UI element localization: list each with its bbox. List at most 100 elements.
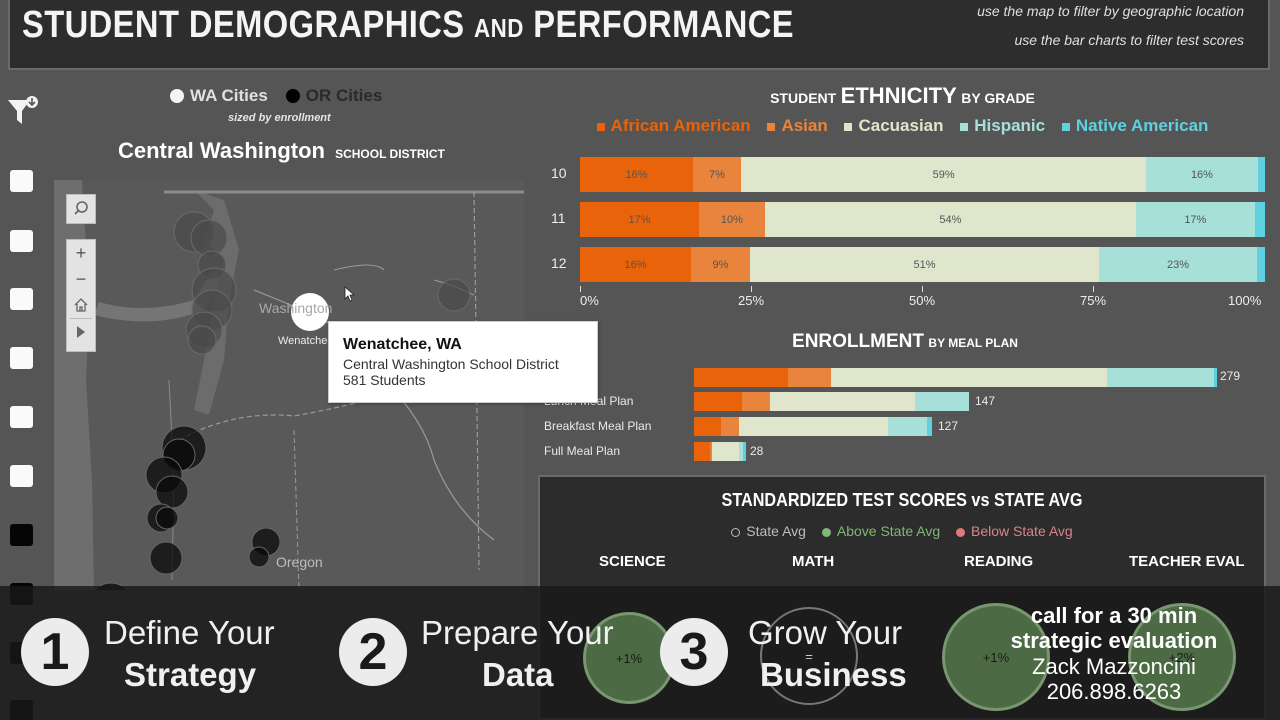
hint-map: use the map to filter by geographic loca… <box>977 3 1244 19</box>
axis-label: 75% <box>1080 293 1107 308</box>
seg-caucasian[interactable]: 59% <box>740 157 1147 192</box>
home-icon[interactable] <box>67 292 95 318</box>
legend-native-american[interactable]: Native American <box>1061 116 1208 135</box>
play-icon[interactable] <box>67 319 95 345</box>
seg-hispanic[interactable]: 23% <box>1099 247 1257 282</box>
axis-tick <box>580 286 581 292</box>
reading-score-bubble[interactable]: +1% <box>942 603 1050 711</box>
enrollment-chart-title: ENROLLMENT BY MEAL PLAN <box>690 331 1120 353</box>
seg-african-american[interactable]: 16% <box>580 157 694 192</box>
seg-asian[interactable]: 7% <box>693 157 741 192</box>
step-2-line1: Prepare Your <box>421 614 614 651</box>
district-suffix: SCHOOL DISTRICT <box>335 147 445 161</box>
title-part1: STUDENT DEMOGRAPHICS <box>22 4 465 46</box>
slicer-square-1[interactable] <box>10 170 33 192</box>
slicer-square-3[interactable] <box>10 288 33 310</box>
hint-bar: use the bar charts to filter test scores <box>1014 32 1244 48</box>
enrollment-value: 28 <box>750 444 764 458</box>
axis-label: 50% <box>909 293 936 308</box>
or-legend-label[interactable]: OR Cities <box>305 86 383 105</box>
above-avg-icon <box>821 527 831 537</box>
or-dot-icon <box>285 89 300 103</box>
enrollment-bar-full[interactable] <box>694 442 746 461</box>
title-part2: AND <box>474 13 524 43</box>
axis-label: 25% <box>738 293 765 308</box>
grade-label: 11 <box>551 210 566 226</box>
legend-below-avg: Below State Avg <box>971 523 1073 539</box>
slicer-square-6[interactable] <box>10 465 33 487</box>
cta-line1: call for a 30 min <box>1030 603 1198 628</box>
seg-hispanic[interactable]: 16% <box>1146 157 1258 192</box>
step-2-number: 2 <box>339 618 407 686</box>
filter-funnel-icon[interactable] <box>6 94 40 128</box>
axis-tick <box>1093 286 1094 292</box>
seg-caucasian[interactable]: 54% <box>764 202 1136 237</box>
wa-legend-label[interactable]: WA Cities <box>190 86 268 105</box>
enrollment-bar-breakfast[interactable] <box>694 417 932 436</box>
cta-phone[interactable]: 206.898.6263 <box>1046 678 1182 704</box>
ethnicity-bar-grade-12[interactable]: 16% 9% 51% 23% <box>580 247 1265 282</box>
legend-state-avg: State Avg <box>746 523 806 539</box>
enrollment-value: 279 <box>1220 369 1241 383</box>
seg-native-american[interactable] <box>1257 157 1265 192</box>
map-legend: WA Cities OR Cities <box>170 86 382 106</box>
ethnicity-legend: African American Asian Cacuasian Hispani… <box>540 116 1265 136</box>
seg-african-american[interactable]: 17% <box>580 202 699 237</box>
scores-legend: State Avg Above State Avg Below State Av… <box>540 523 1264 539</box>
enrollment-value: 147 <box>975 394 996 408</box>
ethnicity-bar-grade-10[interactable]: 16% 7% 59% 16% <box>580 157 1265 192</box>
title-part3: PERFORMANCE <box>533 4 795 46</box>
zoom-out-button[interactable]: − <box>75 268 87 289</box>
seg-caucasian[interactable]: 51% <box>749 247 1100 282</box>
axis-label: 100% <box>1228 293 1262 308</box>
wa-dot-icon <box>170 89 184 103</box>
district-name: Central Washington <box>118 138 325 163</box>
seg-native-american[interactable] <box>1256 247 1265 282</box>
enrollment-value: 127 <box>938 419 959 433</box>
legend-caucasian[interactable]: Cacuasian <box>844 116 944 135</box>
legend-african-american[interactable]: African American <box>596 116 751 135</box>
eth-title-small2: BY GRADE <box>961 90 1035 106</box>
subject-math: MATH <box>792 553 835 570</box>
legend-asian[interactable]: Asian <box>767 116 828 135</box>
seg-hispanic[interactable]: 17% <box>1135 202 1255 237</box>
seg-asian[interactable]: 10% <box>698 202 765 237</box>
sized-note: sized by enrollment <box>228 112 331 124</box>
header-bar: STUDENT DEMOGRAPHICS AND PERFORMANCE use… <box>8 0 1270 70</box>
math-score-bubble[interactable]: = <box>760 607 858 705</box>
subject-teacher-eval: TEACHER EVAL <box>1129 553 1245 570</box>
slicer-square-4[interactable] <box>10 347 33 369</box>
teacher-eval-score-bubble[interactable]: +2% <box>1128 603 1236 711</box>
enrollment-bar-lunch[interactable] <box>694 392 969 411</box>
legend-hispanic[interactable]: Hispanic <box>960 116 1045 135</box>
subject-reading: READING <box>964 553 1034 570</box>
enr-title-small: BY MEAL PLAN <box>928 336 1018 350</box>
ethnicity-chart-title: STUDENT ETHNICITY BY GRADE <box>540 83 1265 109</box>
tooltip-district: Central Washington School District <box>343 356 559 372</box>
meal-plan-label: Breakfast Meal Plan <box>544 419 652 433</box>
slicer-square-7[interactable] <box>10 524 33 546</box>
slicer-square-5[interactable] <box>10 406 33 428</box>
tooltip-city: Wenatchee, WA <box>343 336 462 353</box>
district-title: Central Washington SCHOOL DISTRICT <box>118 138 445 164</box>
enrollment-bar-plan[interactable] <box>694 368 1217 387</box>
map-search-control[interactable] <box>66 194 96 224</box>
search-icon[interactable] <box>67 195 95 221</box>
below-avg-icon <box>956 527 966 537</box>
step-3-line2: Business <box>760 656 907 693</box>
tooltip-students: 581 Students <box>343 372 426 388</box>
slicer-square-2[interactable] <box>10 230 33 252</box>
axis-tick <box>751 286 752 292</box>
cta-block: call for a 30 min strategic evaluation Z… <box>1000 603 1228 704</box>
map-zoom-controls: + − <box>66 239 96 352</box>
enr-title-big: ENROLLMENT <box>792 331 924 352</box>
zoom-in-button[interactable]: + <box>75 242 87 263</box>
science-score-bubble[interactable]: +1% <box>583 612 675 704</box>
cta-line2: strategic evaluation <box>1010 628 1218 654</box>
eth-title-big: ETHNICITY <box>840 83 957 108</box>
seg-native-american[interactable] <box>1254 202 1265 237</box>
seg-african-american[interactable]: 16% <box>580 247 691 282</box>
ethnicity-bar-grade-11[interactable]: 17% 10% 54% 17% <box>580 202 1265 237</box>
seg-asian[interactable]: 9% <box>691 247 750 282</box>
page-title: STUDENT DEMOGRAPHICS AND PERFORMANCE <box>22 4 794 47</box>
